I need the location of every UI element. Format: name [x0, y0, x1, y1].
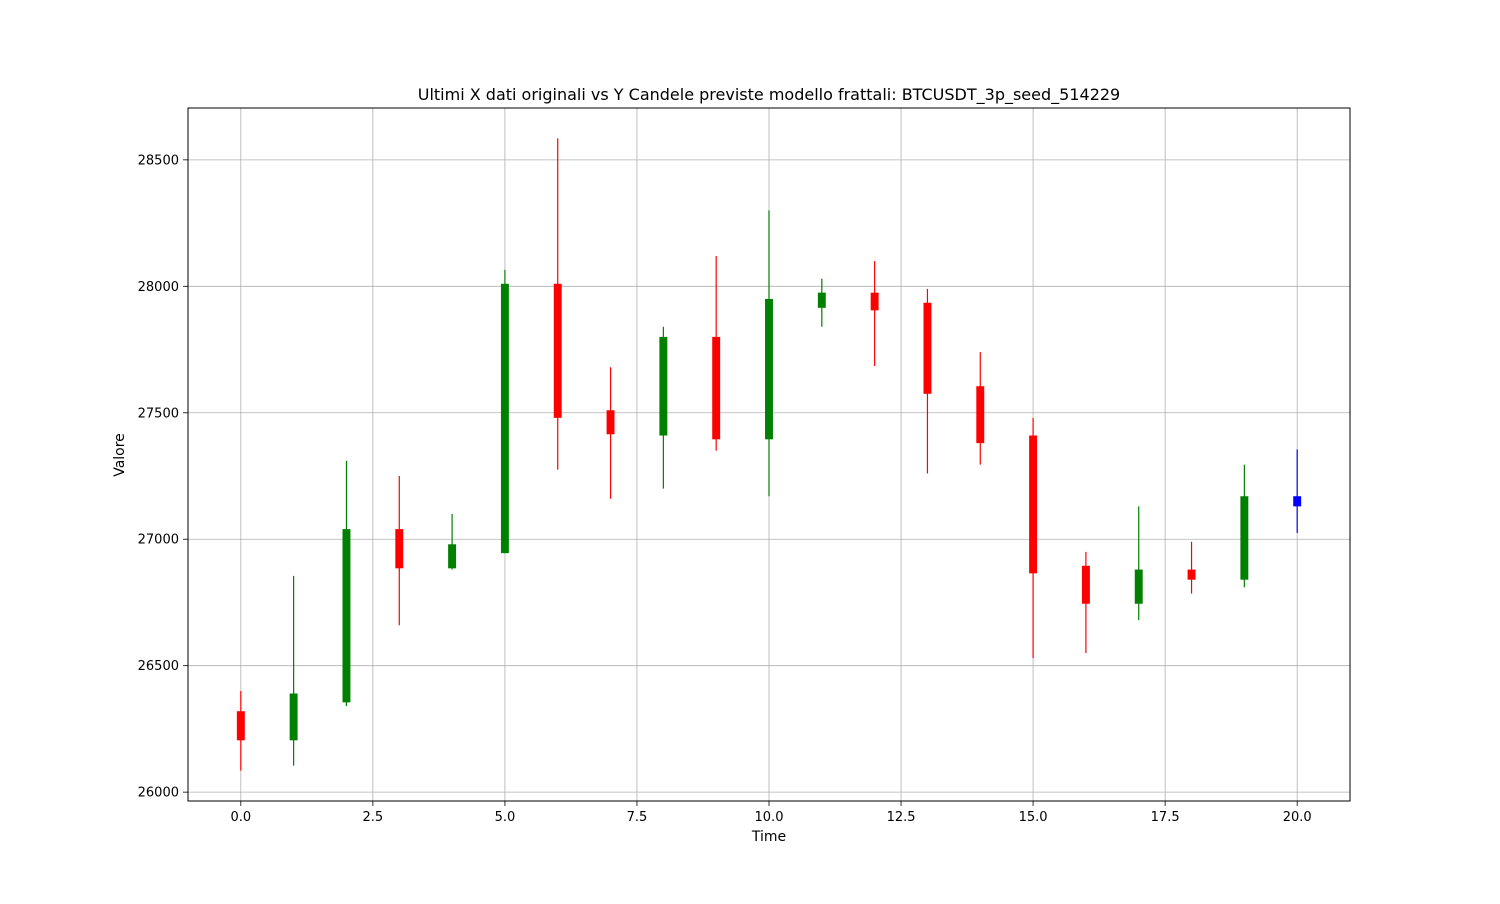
y-tick-label: 26500	[138, 659, 179, 674]
y-tick-label: 26000	[138, 786, 179, 801]
candle-body	[765, 298, 773, 440]
candle-body	[1293, 496, 1302, 507]
candle-body	[1081, 565, 1090, 604]
candle-body	[1134, 569, 1143, 604]
candle-body	[1029, 435, 1038, 574]
candle-body	[923, 302, 932, 394]
candle-body	[448, 544, 457, 569]
x-tick-label: 15.0	[1019, 810, 1048, 825]
x-axis-label: Time	[751, 829, 786, 845]
x-tick-label: 17.5	[1151, 810, 1180, 825]
y-tick-label: 28500	[138, 153, 179, 168]
x-tick-label: 5.0	[495, 810, 516, 825]
y-tick-label: 28000	[138, 280, 179, 295]
candle-body	[712, 336, 721, 440]
candle-body	[1187, 569, 1196, 580]
candle-body	[976, 386, 985, 444]
y-tick-label: 27500	[138, 406, 179, 421]
y-axis-label: Valore	[112, 433, 128, 477]
x-tick-label: 7.5	[627, 810, 648, 825]
candle-body	[289, 693, 298, 741]
candle-body	[659, 336, 668, 436]
x-tick-label: 0.0	[230, 810, 251, 825]
candle-body	[553, 283, 562, 418]
candle-body	[236, 711, 245, 741]
chart-title: Ultimi X dati originali vs Y Candele pre…	[418, 85, 1120, 105]
candle-bodies	[236, 283, 1302, 741]
candle-body	[342, 529, 351, 703]
candle-body	[1240, 496, 1249, 580]
candle-body	[817, 292, 826, 308]
y-axis-ticks: 26000 26500 27000 27500 28000 28500	[138, 153, 188, 801]
x-tick-label: 2.5	[363, 810, 384, 825]
candle-body	[870, 292, 879, 311]
candle-body	[500, 283, 509, 554]
x-tick-label: 10.0	[755, 810, 784, 825]
candle-body	[606, 410, 615, 435]
candle-body	[395, 529, 404, 569]
x-tick-label: 20.0	[1283, 810, 1312, 825]
x-tick-label: 12.5	[887, 810, 916, 825]
y-tick-label: 27000	[138, 533, 179, 548]
x-axis-ticks: 0.0 2.5 5.0 7.5 10.0 12.5 15.0 17.5 20.0	[230, 801, 1312, 825]
